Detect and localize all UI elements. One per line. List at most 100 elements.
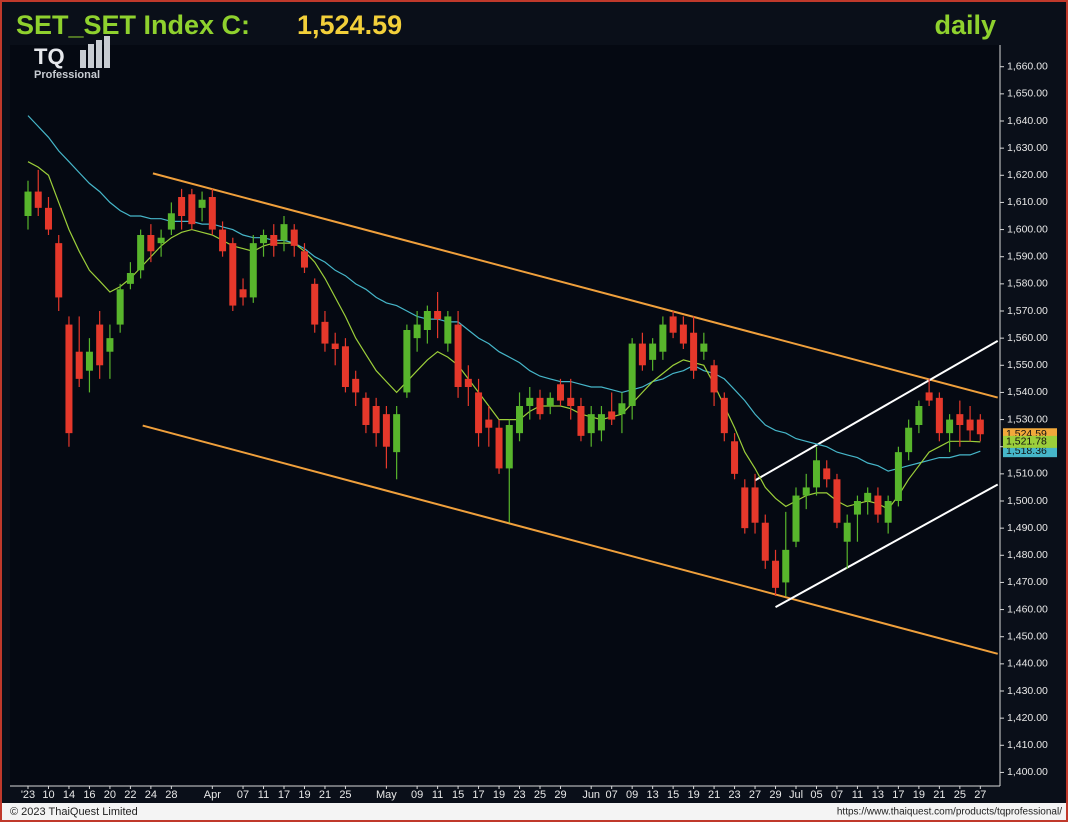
x-tick-label: 14 (63, 789, 75, 801)
x-tick-label: 13 (872, 789, 884, 801)
candle-body (894, 452, 902, 501)
candle-body (812, 460, 820, 488)
x-tick-label: 21 (933, 789, 945, 801)
candle-body (853, 501, 861, 515)
y-tick-label: 1,440.00 (1007, 658, 1048, 670)
logo-text: TQ (34, 44, 65, 69)
y-tick-label: 1,570.00 (1007, 305, 1048, 317)
candle-body (96, 324, 104, 366)
x-tick-label: 07 (606, 789, 618, 801)
y-tick-label: 1,530.00 (1007, 413, 1048, 425)
candle-body (669, 316, 677, 333)
x-tick-label: 11 (852, 789, 863, 801)
candle-body (249, 243, 257, 298)
candle-body (679, 324, 687, 344)
candle-body (843, 522, 851, 542)
x-tick-label: 09 (411, 789, 423, 801)
candle-body (188, 194, 196, 225)
x-tick-label: 23 (513, 789, 525, 801)
x-tick-label: 19 (493, 789, 505, 801)
candle-body (34, 191, 42, 208)
candle-body (464, 378, 472, 387)
y-tick-label: 1,480.00 (1007, 549, 1048, 561)
x-tick-label: 23 (728, 789, 740, 801)
x-tick-label: 07 (237, 789, 249, 801)
candle-body (311, 283, 319, 325)
candle-body (659, 324, 667, 352)
y-tick-label: 1,470.00 (1007, 576, 1048, 588)
candle-body (352, 378, 360, 393)
y-tick-label: 1,650.00 (1007, 88, 1048, 100)
candle-body (536, 397, 544, 415)
x-tick-label: 19 (913, 789, 925, 801)
candle-body (505, 425, 513, 469)
candle-body (976, 419, 984, 435)
candle-body (751, 487, 759, 523)
y-tick-label: 1,460.00 (1007, 603, 1048, 615)
x-tick-label: 21 (708, 789, 720, 801)
candle-body (290, 229, 298, 246)
x-tick-label: 20 (104, 789, 116, 801)
candle-body (331, 343, 339, 349)
x-tick-label: 10 (42, 789, 54, 801)
candle-body (167, 213, 175, 230)
x-tick-label: 07 (831, 789, 843, 801)
last-value-label: 1,518.36 (1006, 445, 1047, 457)
candle-body (55, 243, 63, 298)
trend-line (152, 172, 998, 399)
footer-copyright: © 2023 ThaiQuest Limited (10, 806, 138, 818)
candle-body (372, 406, 380, 434)
y-tick-label: 1,550.00 (1007, 359, 1048, 371)
y-tick-label: 1,610.00 (1007, 196, 1048, 208)
candle-body (946, 419, 954, 434)
last-value-tag (1003, 435, 1057, 448)
x-tick-label: 11 (432, 789, 443, 801)
candle-body (24, 191, 32, 216)
candle-body (157, 237, 165, 244)
x-tick-label: 19 (687, 789, 699, 801)
candle-body (905, 427, 913, 453)
candle-body (65, 324, 73, 434)
candle-body (126, 273, 134, 284)
candle-body (597, 414, 605, 431)
candle-body (833, 479, 841, 523)
candle-body (628, 343, 636, 406)
candle-body (526, 397, 534, 406)
candle-body (618, 403, 626, 415)
candle-body (782, 549, 790, 583)
candle-body (587, 414, 595, 434)
y-tick-label: 1,500.00 (1007, 495, 1048, 507)
x-tick-label: 27 (974, 789, 986, 801)
moving-average-line (27, 115, 981, 472)
candle-body (966, 419, 974, 431)
x-tick-label: Jun (582, 789, 600, 801)
x-tick-label: 19 (298, 789, 310, 801)
trend-line (142, 424, 998, 655)
logo-bar (96, 40, 102, 68)
x-tick-label: 28 (165, 789, 177, 801)
plot-area (10, 45, 1000, 786)
candle-body (485, 419, 493, 428)
candle-body (475, 392, 483, 434)
candle-body (403, 330, 411, 393)
last-value-tag (1003, 445, 1057, 458)
candle-body (516, 406, 524, 434)
candle-body (649, 343, 657, 360)
trend-line (775, 483, 999, 609)
x-tick-label: 09 (626, 789, 638, 801)
candle-body (341, 346, 349, 387)
candle-body (720, 397, 728, 434)
y-tick-label: 1,540.00 (1007, 386, 1048, 398)
candle-body (444, 316, 452, 344)
candle-body (956, 414, 964, 425)
candle-body (44, 207, 52, 230)
x-tick-label: 16 (83, 789, 95, 801)
candle-body (106, 338, 114, 352)
candle-body (382, 414, 390, 447)
y-tick-label: 1,560.00 (1007, 332, 1048, 344)
footer-url: https://www.thaiquest.com/products/tqpro… (837, 807, 1062, 818)
candle-body (137, 235, 145, 271)
candle-body (362, 397, 370, 425)
